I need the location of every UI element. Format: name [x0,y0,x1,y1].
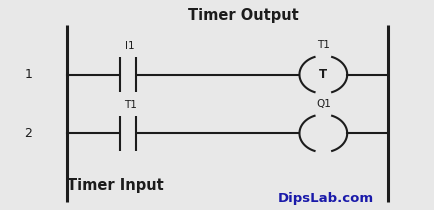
Text: DipsLab.com: DipsLab.com [277,192,374,205]
Text: T1: T1 [317,40,330,50]
Text: I1: I1 [125,41,135,51]
Text: 1: 1 [24,68,32,81]
Text: Timer Output: Timer Output [187,8,299,23]
Text: Q1: Q1 [316,99,331,109]
Text: T1: T1 [124,100,137,110]
Text: 2: 2 [24,127,32,140]
Text: T: T [319,68,327,81]
Text: Timer Input: Timer Input [67,178,164,193]
